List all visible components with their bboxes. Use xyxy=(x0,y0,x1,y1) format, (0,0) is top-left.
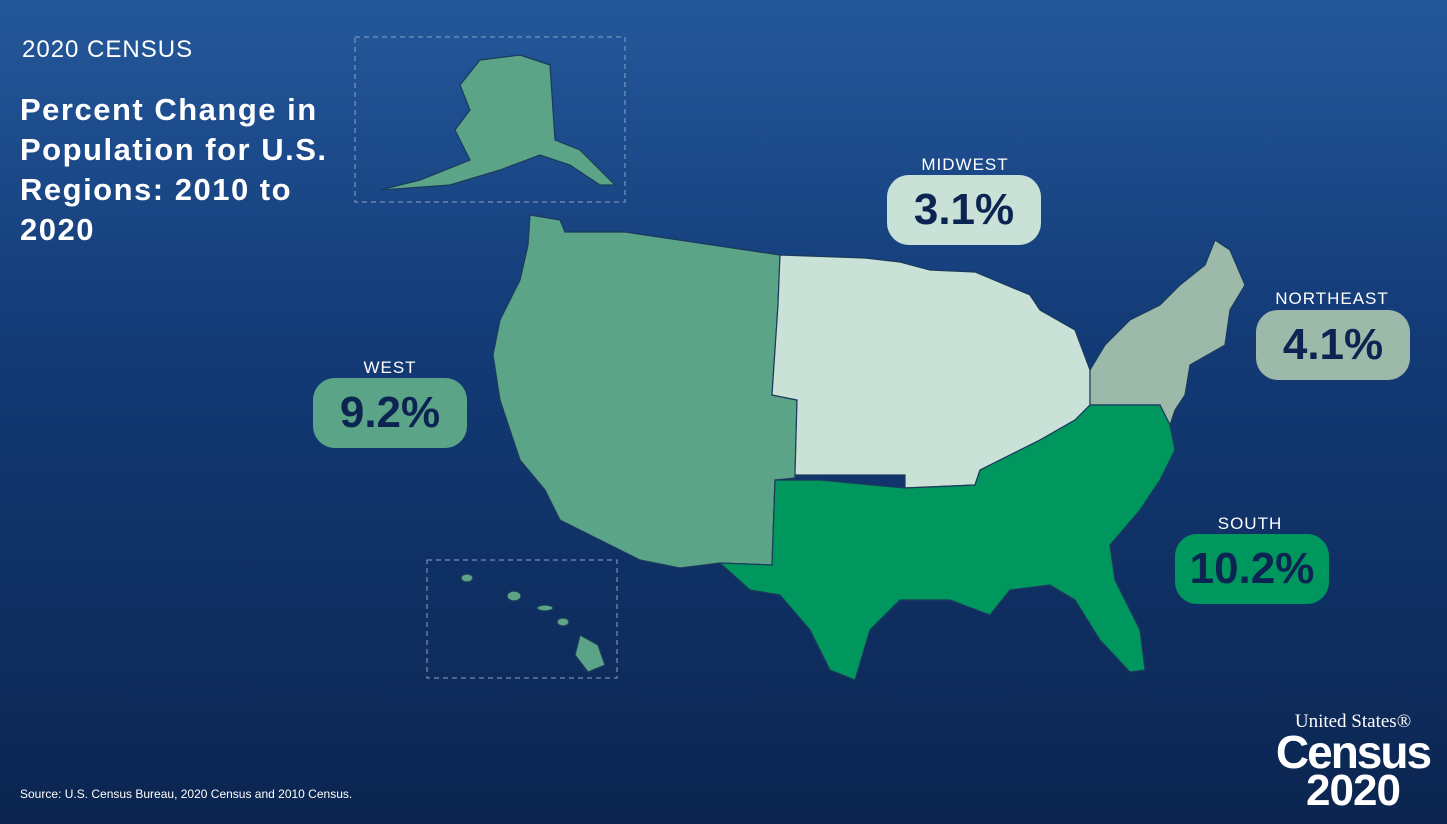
census-2020-logo: United States® Census 2020 xyxy=(1268,712,1438,813)
logo-line2: Census xyxy=(1275,726,1432,778)
west-value-badge: 9.2% xyxy=(313,378,467,448)
census-kicker: 2020 CENSUS xyxy=(22,36,194,63)
south-value-badge: 10.2% xyxy=(1175,534,1329,604)
northeast-value-badge: 4.1% xyxy=(1256,310,1410,380)
west-label: WEST xyxy=(363,358,417,377)
page-title: Percent Change in Population for U.S. Re… xyxy=(20,92,328,247)
region-hawaii[interactable] xyxy=(460,573,606,673)
midwest-label: MIDWEST xyxy=(921,155,1009,174)
hawaii-inset-frame xyxy=(426,559,618,679)
region-alaska[interactable] xyxy=(379,54,617,191)
region-south[interactable] xyxy=(718,404,1176,681)
northeast-label: NORTHEAST xyxy=(1275,289,1389,308)
logo-line1: United States® xyxy=(1294,711,1412,732)
region-northeast[interactable] xyxy=(1089,239,1246,427)
alaska-inset-frame xyxy=(354,36,626,203)
source-note: Source: U.S. Census Bureau, 2020 Census … xyxy=(20,787,353,801)
region-west[interactable] xyxy=(492,214,798,569)
south-label: SOUTH xyxy=(1217,514,1283,533)
midwest-value-badge: 3.1% xyxy=(887,175,1041,245)
logo-line3: 2020 xyxy=(1306,766,1401,815)
